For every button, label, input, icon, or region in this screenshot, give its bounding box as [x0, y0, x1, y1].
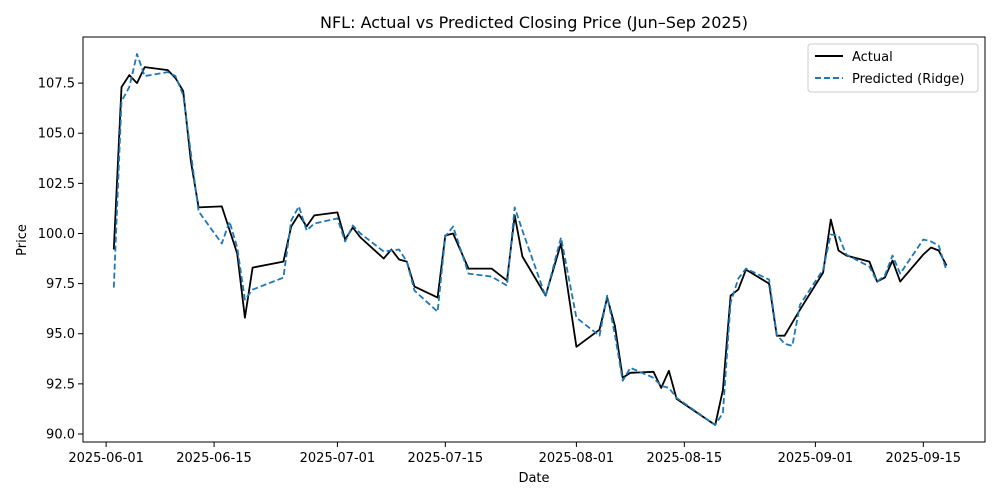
x-tick-label: 2025-09-15 — [886, 451, 962, 466]
x-tick-label: 2025-08-01 — [539, 451, 615, 466]
x-axis: 2025-06-01 2025-06-15 2025-07-01 2025-07-15… — [68, 442, 961, 466]
x-tick-label: 2025-06-01 — [68, 451, 144, 466]
y-tick-label: 107.5 — [38, 77, 75, 92]
plot-frame — [82, 36, 986, 443]
x-tick-label: 2025-09-01 — [778, 451, 854, 466]
y-tick-label: 100.0 — [38, 227, 75, 242]
legend-box — [807, 43, 979, 93]
y-tick-label: 105.0 — [38, 127, 75, 142]
x-tick-label: 2025-07-01 — [300, 451, 376, 466]
chart-title: NFL: Actual vs Predicted Closing Price (… — [320, 13, 748, 32]
y-tick-label: 95.0 — [46, 327, 75, 342]
y-tick-label: 92.5 — [46, 377, 75, 392]
legend-actual-label: Actual — [852, 50, 893, 65]
legend: Actual Predicted (Ridge) — [807, 43, 979, 93]
series-line-predicted — [112, 53, 948, 426]
plot-lines — [112, 53, 948, 426]
x-tick-label: 2025-07-15 — [408, 451, 484, 466]
y-axis-label: Price — [15, 224, 30, 256]
y-tick-label: 97.5 — [46, 277, 75, 292]
series-line-actual — [112, 66, 948, 426]
y-tick-label: 90.0 — [46, 427, 75, 442]
y-axis: 90.0 92.5 95.0 97.5 100.0 102.5 105.0 107.5 — [38, 77, 83, 442]
x-tick-label: 2025-08-15 — [647, 451, 723, 466]
y-tick-label: 102.5 — [38, 177, 75, 192]
x-tick-label: 2025-06-15 — [176, 451, 252, 466]
x-axis-label: Date — [518, 471, 549, 486]
legend-predicted-label: Predicted (Ridge) — [852, 72, 964, 87]
